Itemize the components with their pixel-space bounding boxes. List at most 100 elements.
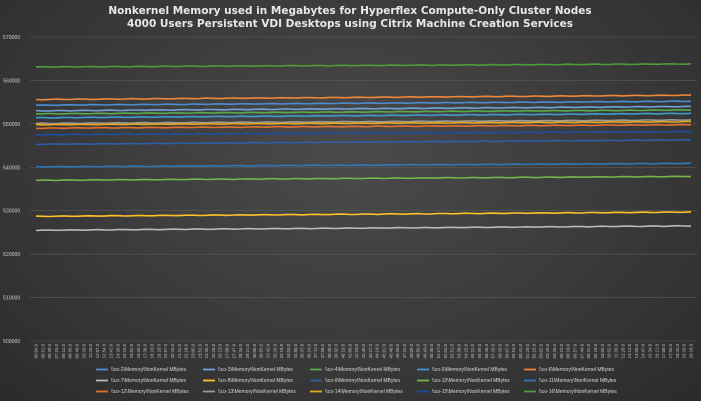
x-tick-label: 09:18.0 (593, 343, 598, 358)
x-tick-label: 33:16.0 (279, 343, 284, 358)
series-line-11 (35, 123, 692, 130)
x-tick-label: 17:08.0 (661, 343, 666, 358)
x-tick-label: 03:02.0 (538, 343, 543, 358)
x-tick-label: 59:07.0 (504, 343, 509, 358)
x-tick-label: 08:31.0 (586, 343, 591, 358)
x-tick-label: 42:40.0 (361, 343, 366, 358)
x-tick-label: 58:20.0 (498, 343, 503, 358)
x-tick-label: 55:12.0 (470, 343, 475, 358)
x-tick-label: 32:29.0 (272, 343, 277, 358)
x-tick-label: 45:01.0 (382, 343, 387, 358)
x-tick-label: 05:04.0 (34, 343, 39, 358)
legend-entry-9: \\co-10\Memory\NonKernel MBytes (432, 378, 510, 384)
x-tick-label: 18:23.0 (150, 343, 155, 358)
x-tick-label: 11:39.0 (613, 343, 618, 358)
series-line-8 (36, 138, 692, 146)
chart-subtitle: 4000 Users Persistent VDI Desktops using… (127, 18, 573, 30)
series-line-12 (35, 118, 692, 125)
series-line-2 (35, 105, 692, 112)
y-tick-label: 550000 (3, 122, 20, 128)
x-tick-label: 27:00.0 (225, 343, 230, 358)
x-tick-label: 16:49.0 (136, 343, 141, 358)
series-line-13 (35, 120, 692, 126)
x-tick-label: 34:03.0 (286, 343, 291, 358)
x-tick-label: 17:55.0 (668, 343, 673, 358)
x-tick-label: 10:33.0 (81, 343, 86, 358)
x-tick-label: 12:54.0 (102, 343, 107, 358)
x-tick-label: 28:34.0 (238, 343, 243, 358)
y-tick-label: 560000 (3, 78, 20, 84)
x-tick-label: 14:00.0 (634, 343, 639, 358)
x-tick-label: 41:53.0 (354, 343, 359, 358)
x-tick-label: 17:36.0 (143, 343, 148, 358)
x-tick-label: 15:34.0 (648, 343, 653, 358)
x-tick-label: 20:16.0 (689, 343, 694, 358)
legend-entry-2: \\co-3\Memory\NonKernel MBytes (218, 367, 294, 373)
y-tick-label: 510000 (3, 296, 20, 302)
x-tick-label: 31:42.0 (266, 343, 271, 358)
legend-entry-11: \\co-12\Memory\NonKernel MBytes (111, 389, 189, 395)
y-tick-label: 520000 (3, 252, 20, 258)
x-tick-label: 12:07.0 (95, 343, 100, 358)
x-tick-label: 53:38.0 (457, 343, 462, 358)
x-tick-label: 57:33.0 (491, 343, 496, 358)
legend-entry-12: \\co-13\Memory\NonKernel MBytes (218, 389, 296, 395)
legend-entry-13: \\co-14\Memory\NonKernel MBytes (325, 389, 403, 395)
x-tick-label: 07:44.0 (579, 343, 584, 358)
x-tick-label: 43:27.0 (368, 343, 373, 358)
x-tick-label: 10:05.0 (600, 343, 605, 358)
x-tick-label: 54:25.0 (463, 343, 468, 358)
series-lines (35, 62, 692, 232)
y-tick-label: 570000 (3, 35, 20, 41)
x-tick-label: 02:15.0 (532, 343, 537, 358)
x-tick-label: 51:17.0 (436, 343, 441, 358)
x-tick-label: 05:51.0 (40, 343, 45, 358)
x-tick-label: 36:24.0 (306, 343, 311, 358)
x-tick-label: 16:21.0 (654, 343, 659, 358)
x-tick-label: 05:23.0 (559, 343, 564, 358)
series-line-1 (35, 100, 692, 107)
legend-entry-15: \\co-16\Memory\NonKernel MBytes (539, 389, 617, 395)
x-tick-label: 23:52.0 (197, 343, 202, 358)
x-tick-label: 01:28.0 (525, 343, 530, 358)
x-tick-label: 19:29.0 (682, 343, 687, 358)
legend-entry-8: \\co-9\Memory\NonKernel MBytes (325, 378, 401, 384)
x-tick-label: 41:06.0 (347, 343, 352, 358)
series-line-4 (35, 112, 692, 119)
x-axis-ticks: 05:04.0 05:51.0 06:38.0 07:25.0 08:12.0 08:59… (34, 343, 694, 358)
chart-title: Nonkernel Memory used in Megabytes for H… (108, 5, 591, 17)
y-tick-label: 540000 (3, 165, 20, 171)
x-tick-label: 12:26.0 (620, 343, 625, 358)
x-tick-label: 25:26.0 (211, 343, 216, 358)
x-tick-label: 24:39.0 (204, 343, 209, 358)
x-tick-label: 07:25.0 (54, 343, 59, 358)
x-tick-label: 30:08.0 (252, 343, 257, 358)
x-tick-label: 06:10.0 (566, 343, 571, 358)
x-tick-label: 08:59.0 (68, 343, 73, 358)
x-tick-label: 39:32.0 (334, 343, 339, 358)
x-tick-label: 37:58.0 (320, 343, 325, 358)
x-tick-label: 15:15.0 (122, 343, 127, 358)
x-tick-label: 50:30.0 (429, 343, 434, 358)
x-tick-label: 35:37.0 (300, 343, 305, 358)
x-tick-label: 11:20.0 (88, 343, 93, 358)
series-line-9 (35, 175, 691, 182)
x-tick-label: 14:28.0 (115, 343, 120, 358)
series-line-10 (35, 162, 692, 168)
series-line-14 (35, 130, 692, 136)
x-tick-label: 03:49.0 (545, 343, 550, 358)
x-tick-label: 06:57.0 (573, 343, 578, 358)
x-tick-label: 48:56.0 (416, 343, 421, 358)
x-tick-label: 10:52.0 (607, 343, 612, 358)
x-tick-label: 16:02.0 (129, 343, 134, 358)
x-tick-label: 19:57.0 (163, 343, 168, 358)
x-tick-label: 18:42.0 (675, 343, 680, 358)
legend-entry-3: \\co-4\Memory\NonKernel MBytes (325, 367, 401, 373)
x-tick-label: 14:47.0 (641, 343, 646, 358)
x-tick-label: 19:10.0 (156, 343, 161, 358)
series-line-6 (35, 224, 692, 232)
series-line-5 (35, 94, 692, 101)
x-tick-label: 26:13.0 (218, 343, 223, 358)
grid-lines (30, 36, 697, 342)
series-line-15 (36, 62, 692, 68)
